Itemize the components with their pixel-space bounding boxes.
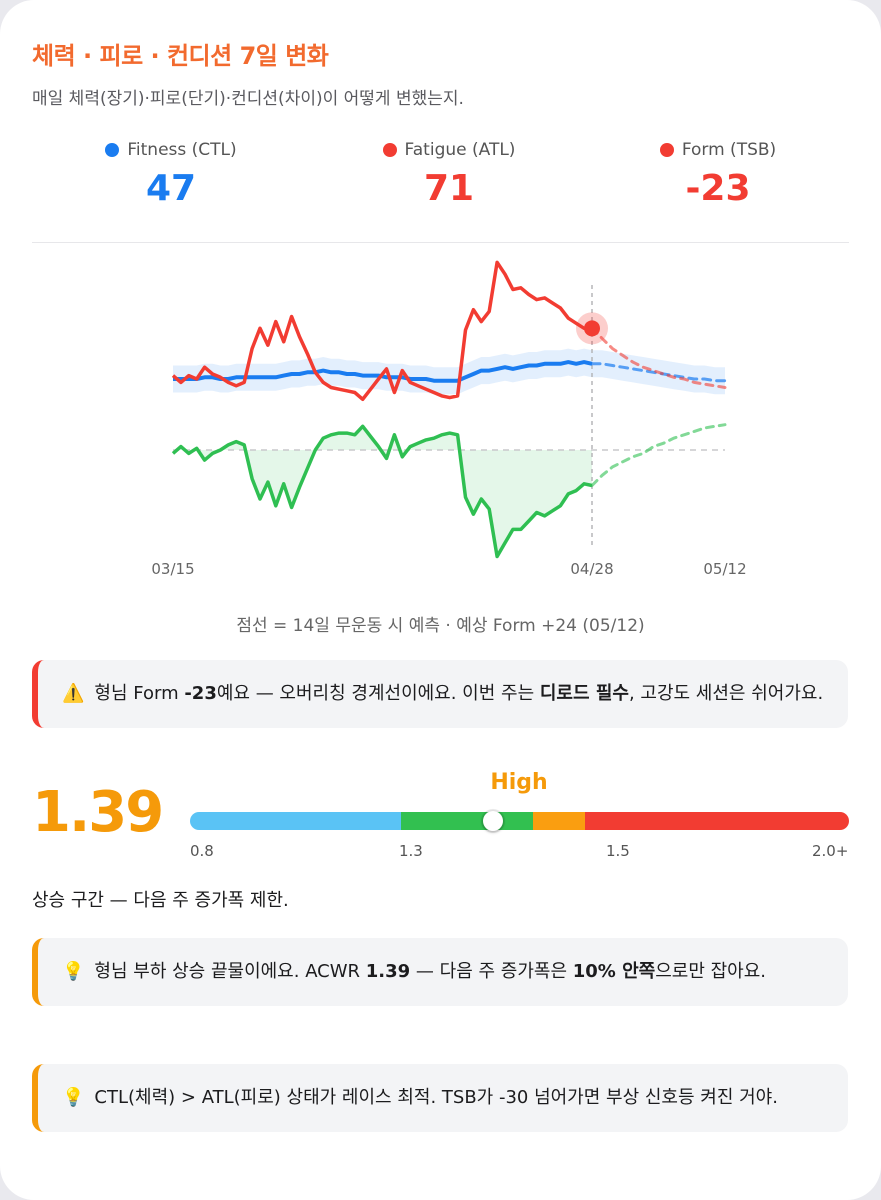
acwr-tick-0: 0.8	[190, 842, 214, 860]
form-alert: ⚠️ 형님 Form -23예요 — 오버리칭 경계선이에요. 이번 주는 디로드…	[32, 660, 848, 728]
x-tick-start: 03/15	[151, 560, 195, 578]
x-tick-end: 05/12	[703, 560, 747, 578]
acwr-zone-text: High	[490, 770, 548, 795]
acwr-bar-danger	[585, 812, 849, 830]
fatigue-metric: Fatigue (ATL) 71	[319, 140, 579, 209]
tip1-text-1: 형님 부하 상승 끝물이에요. ACWR	[94, 961, 366, 982]
tip1-limit: 10% 안쪽	[572, 961, 656, 982]
alert-deload: 디로드 필수	[539, 683, 629, 704]
form-forecast-line	[590, 423, 727, 487]
form-line	[171, 424, 593, 559]
fatigue-value: 71	[423, 168, 475, 209]
acwr-marker	[482, 811, 503, 831]
fitness-value: 47	[145, 168, 197, 209]
acwr-bar-high	[533, 812, 585, 830]
form-value: -23	[685, 168, 751, 209]
tip1-text-2: — 다음 주 증가폭은	[410, 961, 573, 982]
tip2-text: CTL(체력) > ATL(피로) 상태가 레이스 최적. TSB가 -30 넘…	[94, 1087, 778, 1108]
fatigue-current-point	[584, 320, 600, 337]
fitness-metric: Fitness (CTL) 47	[41, 140, 301, 209]
metrics-divider	[32, 242, 849, 243]
fatigue-legend-dot	[382, 143, 397, 157]
chart-note: 점선 = 14일 무운동 시 예측 · 예상 Form +24 (05/12)	[236, 616, 645, 636]
acwr-bar-low	[190, 812, 409, 830]
card-subtitle: 매일 체력(장기)·피로(단기)·컨디션(차이)이 어떻게 변했는지.	[32, 89, 464, 109]
form-legend-dot	[659, 143, 674, 157]
lightbulb-icon: 💡	[62, 961, 85, 982]
alert-text-2: 예요 — 오버리칭 경계선이에요. 이번 주는	[216, 683, 540, 704]
alert-text-1: 형님 Form	[94, 683, 185, 704]
fatigue-label: Fatigue (ATL)	[404, 140, 516, 160]
tip1-text-3: 으로만 잡아요.	[655, 961, 767, 982]
form-label: Form (TSB)	[681, 140, 777, 160]
lightbulb-icon: 💡	[62, 1087, 85, 1108]
warning-icon: ⚠️	[62, 683, 85, 704]
fitness-legend-dot	[105, 143, 120, 157]
acwr-tick-2: 1.5	[606, 842, 630, 860]
acwr-tick-1: 1.3	[399, 842, 423, 860]
race-tip: 💡 CTL(체력) > ATL(피로) 상태가 레이스 최적. TSB가 -30 …	[32, 1064, 848, 1132]
card-title: 체력 · 피로 · 컨디션 7일 변화	[32, 42, 329, 70]
fitness-label: Fitness (CTL)	[127, 140, 237, 160]
fitness-forecast-line	[590, 362, 727, 383]
tip1-acwr: 1.39	[365, 961, 411, 982]
acwr-value: 1.39	[32, 780, 164, 845]
x-tick-today: 04/28	[570, 560, 614, 578]
acwr-tip: 💡 형님 부하 상승 끝물이에요. ACWR 1.39 — 다음 주 증가폭은 1…	[32, 938, 848, 1006]
fatigue-line	[171, 260, 592, 402]
acwr-bar-optimal	[401, 812, 533, 830]
alert-text-3: , 고강도 세션은 쉬어가요.	[628, 683, 824, 704]
acwr-description: 상승 구간 — 다음 주 증가폭 제한.	[32, 890, 289, 911]
alert-form-value: -23	[184, 683, 217, 704]
acwr-tick-3: 2.0+	[812, 842, 849, 860]
form-metric: Form (TSB) -23	[588, 140, 848, 209]
fatigue-forecast-line	[590, 326, 727, 389]
training-load-chart	[171, 260, 727, 559]
form-area-fill	[173, 426, 592, 557]
